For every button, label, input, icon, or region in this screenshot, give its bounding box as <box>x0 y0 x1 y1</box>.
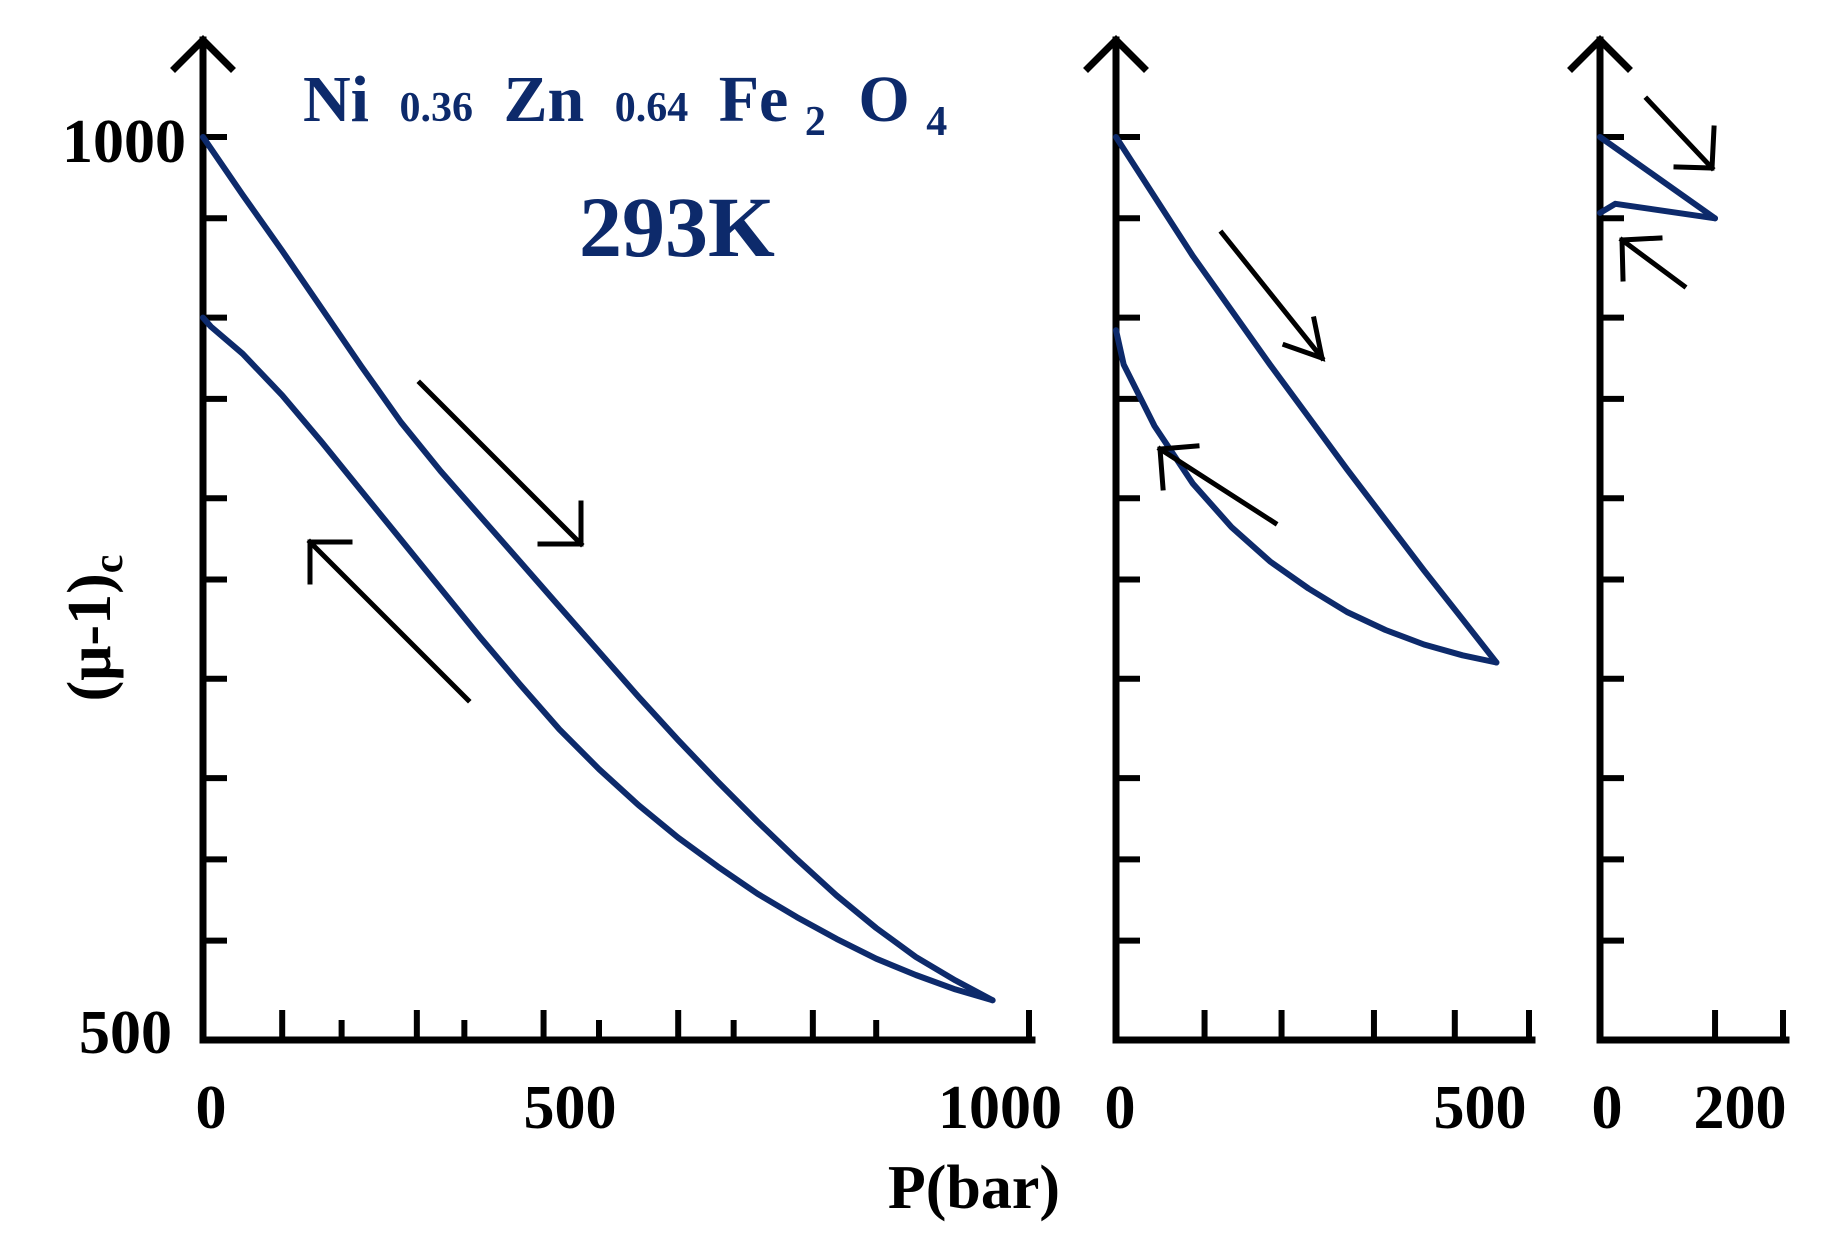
y-axis-arrowhead <box>1567 35 1633 73</box>
series-decompression <box>200 314 996 1004</box>
y-tick-label-500: 500 <box>79 999 172 1067</box>
x-tick-label: 0 <box>1105 1074 1136 1142</box>
series-compression <box>1597 134 1718 222</box>
direction-arrows <box>306 95 1717 704</box>
x-axis-label: P(bar) <box>888 1154 1060 1222</box>
decompression-arrow <box>1156 443 1279 527</box>
y-axis-arrowhead <box>170 35 236 73</box>
title-temperature: 293K <box>579 179 775 275</box>
y-axis-arrowhead <box>1083 35 1149 73</box>
series-compression <box>1113 134 1500 666</box>
title-o: O <box>858 63 909 136</box>
title-o-sub: 4 <box>926 99 947 145</box>
x-tick-label: 0 <box>1592 1074 1623 1142</box>
series-compression <box>200 134 996 1004</box>
x-tick-label: 500 <box>524 1074 617 1142</box>
x-tick-label: 500 <box>1434 1074 1527 1142</box>
title-zn-sub: 0.64 <box>615 85 689 131</box>
title-zn: Zn <box>504 63 585 136</box>
compression-arrow <box>1218 229 1326 362</box>
title-fe-sub: 2 <box>805 99 826 145</box>
title-fe: Fe <box>719 63 789 136</box>
y-tick-label-1000: 1000 <box>62 108 186 176</box>
series-decompression <box>1597 200 1718 222</box>
svg-text:Ni 0.36 Zn 0: Ni 0.36 Zn 0.64 Fe 2 O 4 <box>303 63 947 150</box>
compression-arrow <box>416 379 585 548</box>
y-axis-label-sub: c <box>86 555 132 574</box>
compression-arrow <box>1643 95 1717 172</box>
panel-sweep-200-bar: 0 200 <box>1567 35 1790 1142</box>
y-axis-label-main: (μ-1) <box>56 573 124 701</box>
panel-sweep-1000-bar: 0 500 1000 <box>170 35 1062 1142</box>
title-ni: Ni <box>303 63 369 136</box>
x-tick-label: 200 <box>1694 1074 1787 1142</box>
panels: 0 500 1000 0 500 0 200 <box>170 35 1790 1142</box>
decompression-arrow <box>306 538 472 704</box>
panel-sweep-500-bar: 0 500 <box>1083 35 1536 1142</box>
title-ni-sub: 0.36 <box>400 85 474 131</box>
y-axis-label: (μ-1)c <box>56 555 132 702</box>
decompression-arrow <box>1618 235 1688 290</box>
series-decompression <box>1113 327 1500 666</box>
x-tick-label: 0 <box>196 1074 227 1142</box>
chart-title: Ni 0.36 Zn 0.64 Fe 2 O 4 293K <box>303 63 947 275</box>
x-tick-label: 1000 <box>938 1074 1062 1142</box>
